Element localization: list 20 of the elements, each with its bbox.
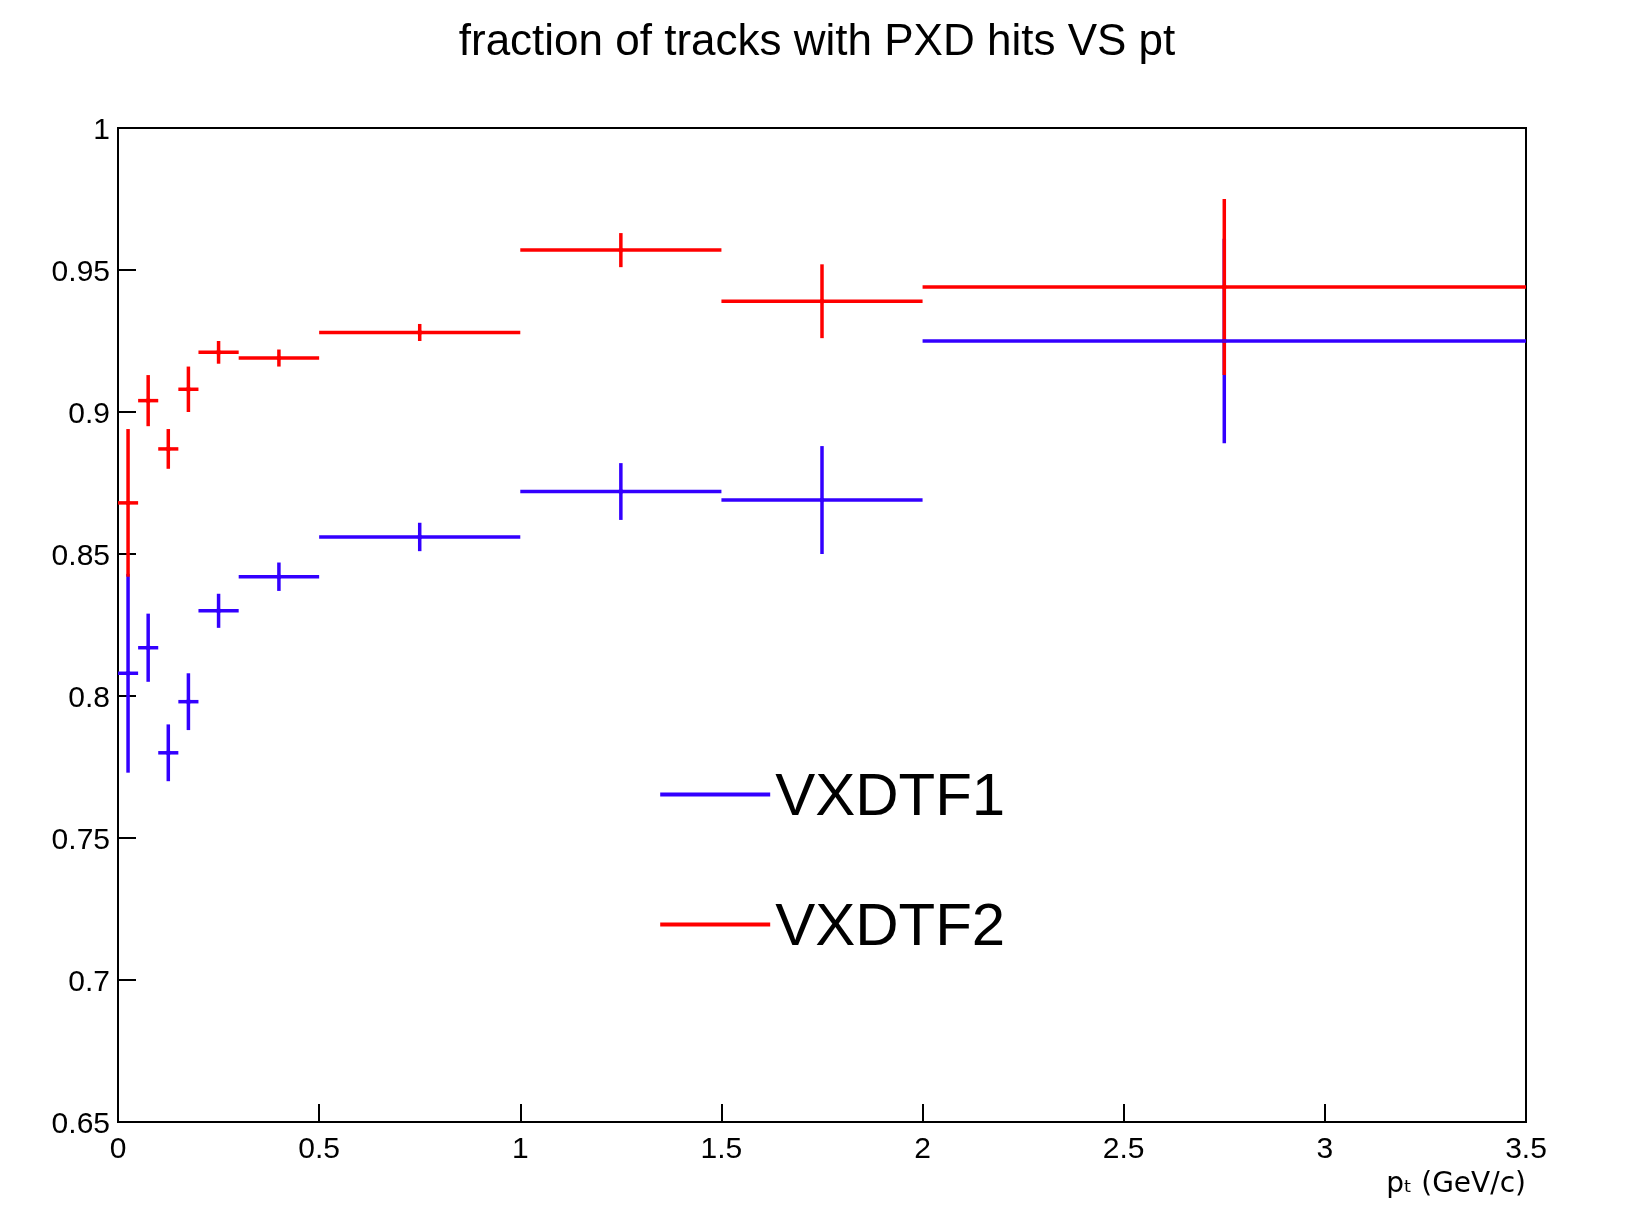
- x-tick-label: 2.5: [1102, 1130, 1145, 1164]
- y-tick-label: 0.75: [51, 821, 110, 855]
- chart-title: fraction of tracks with PXD hits VS pt: [458, 14, 1176, 64]
- y-tick-label: 1: [93, 111, 110, 145]
- y-tick-label: 0.85: [51, 537, 110, 571]
- x-tick-label: 1.5: [700, 1130, 743, 1164]
- x-tick-label: 3: [1316, 1130, 1334, 1164]
- y-tick-label: 0.65: [51, 1105, 110, 1139]
- legend-label: VXDTF2: [775, 890, 1006, 958]
- y-tick-label: 0.95: [51, 253, 110, 287]
- x-tick-label: 1: [511, 1130, 529, 1164]
- y-tick-label: 0.9: [68, 395, 110, 429]
- x-tick-label: 2: [914, 1130, 931, 1164]
- x-tick-label: 3.5: [1505, 1130, 1547, 1164]
- x-tick-label: 0.5: [298, 1130, 340, 1164]
- x-tick-label: 0: [109, 1130, 127, 1164]
- y-tick-label: 0.8: [68, 679, 110, 713]
- y-tick-label: 0.7: [68, 963, 110, 997]
- legend-label: VXDTF1: [775, 760, 1006, 828]
- x-axis-title: pₜ (GeV/c): [1386, 1165, 1526, 1199]
